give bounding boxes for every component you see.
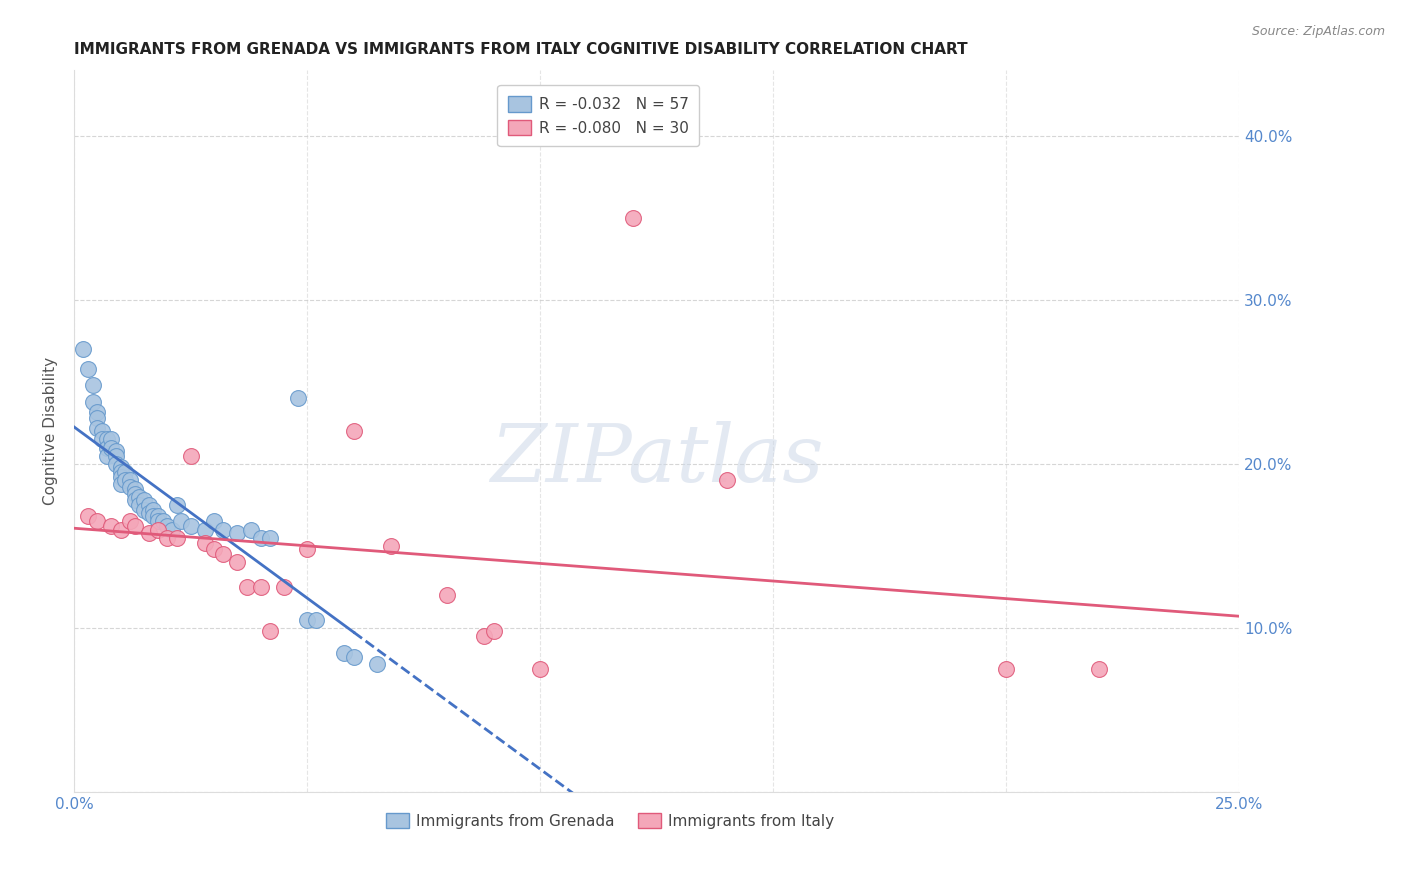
Point <box>96 449 118 463</box>
Point <box>156 531 179 545</box>
Point <box>482 624 505 639</box>
Point <box>138 506 160 520</box>
Point <box>138 525 160 540</box>
Point <box>114 474 136 488</box>
Point <box>166 498 188 512</box>
Point <box>114 465 136 479</box>
Point <box>249 580 271 594</box>
Point <box>380 539 402 553</box>
Point <box>100 433 122 447</box>
Point <box>82 394 104 409</box>
Point <box>259 531 281 545</box>
Text: ZIPatlas: ZIPatlas <box>489 421 824 499</box>
Point <box>118 515 141 529</box>
Point <box>273 580 295 594</box>
Point <box>146 509 169 524</box>
Point <box>110 476 132 491</box>
Point <box>118 480 141 494</box>
Point <box>124 486 146 500</box>
Point <box>105 449 128 463</box>
Point <box>86 421 108 435</box>
Point <box>295 613 318 627</box>
Point <box>287 392 309 406</box>
Point <box>110 465 132 479</box>
Point <box>202 542 225 557</box>
Point <box>77 509 100 524</box>
Point <box>166 531 188 545</box>
Point <box>118 474 141 488</box>
Point <box>96 433 118 447</box>
Point <box>124 493 146 508</box>
Point <box>212 547 235 561</box>
Point <box>132 503 155 517</box>
Point <box>235 580 257 594</box>
Point <box>202 515 225 529</box>
Point <box>259 624 281 639</box>
Point <box>240 523 263 537</box>
Point <box>124 482 146 496</box>
Point <box>142 503 165 517</box>
Point <box>100 441 122 455</box>
Point <box>132 493 155 508</box>
Point <box>156 519 179 533</box>
Y-axis label: Cognitive Disability: Cognitive Disability <box>44 357 58 505</box>
Point <box>124 519 146 533</box>
Legend: Immigrants from Grenada, Immigrants from Italy: Immigrants from Grenada, Immigrants from… <box>380 806 841 835</box>
Point <box>77 362 100 376</box>
Point <box>152 515 174 529</box>
Text: IMMIGRANTS FROM GRENADA VS IMMIGRANTS FROM ITALY COGNITIVE DISABILITY CORRELATIO: IMMIGRANTS FROM GRENADA VS IMMIGRANTS FR… <box>75 42 967 57</box>
Point <box>194 523 217 537</box>
Point <box>295 542 318 557</box>
Point <box>436 588 458 602</box>
Point <box>86 404 108 418</box>
Point <box>91 424 114 438</box>
Point <box>621 211 644 225</box>
Point <box>226 555 249 569</box>
Point <box>146 523 169 537</box>
Point <box>138 498 160 512</box>
Point <box>305 613 328 627</box>
Point <box>343 650 366 665</box>
Point <box>212 523 235 537</box>
Point <box>194 535 217 549</box>
Point <box>472 629 495 643</box>
Point <box>142 509 165 524</box>
Point <box>128 498 150 512</box>
Point <box>82 378 104 392</box>
Point <box>96 441 118 455</box>
Point <box>343 424 366 438</box>
Point <box>180 519 202 533</box>
Point <box>716 474 738 488</box>
Point <box>249 531 271 545</box>
Point <box>366 657 388 671</box>
Point <box>333 646 356 660</box>
Point <box>170 515 193 529</box>
Point <box>110 460 132 475</box>
Point <box>91 433 114 447</box>
Point <box>146 515 169 529</box>
Point <box>110 523 132 537</box>
Point <box>86 515 108 529</box>
Point <box>128 490 150 504</box>
Point <box>86 411 108 425</box>
Point <box>226 525 249 540</box>
Point <box>1088 662 1111 676</box>
Point <box>995 662 1018 676</box>
Point <box>529 662 551 676</box>
Point <box>72 342 94 356</box>
Point <box>180 449 202 463</box>
Text: Source: ZipAtlas.com: Source: ZipAtlas.com <box>1251 25 1385 38</box>
Point <box>105 443 128 458</box>
Point <box>110 470 132 484</box>
Point <box>100 519 122 533</box>
Point <box>105 457 128 471</box>
Point <box>160 523 183 537</box>
